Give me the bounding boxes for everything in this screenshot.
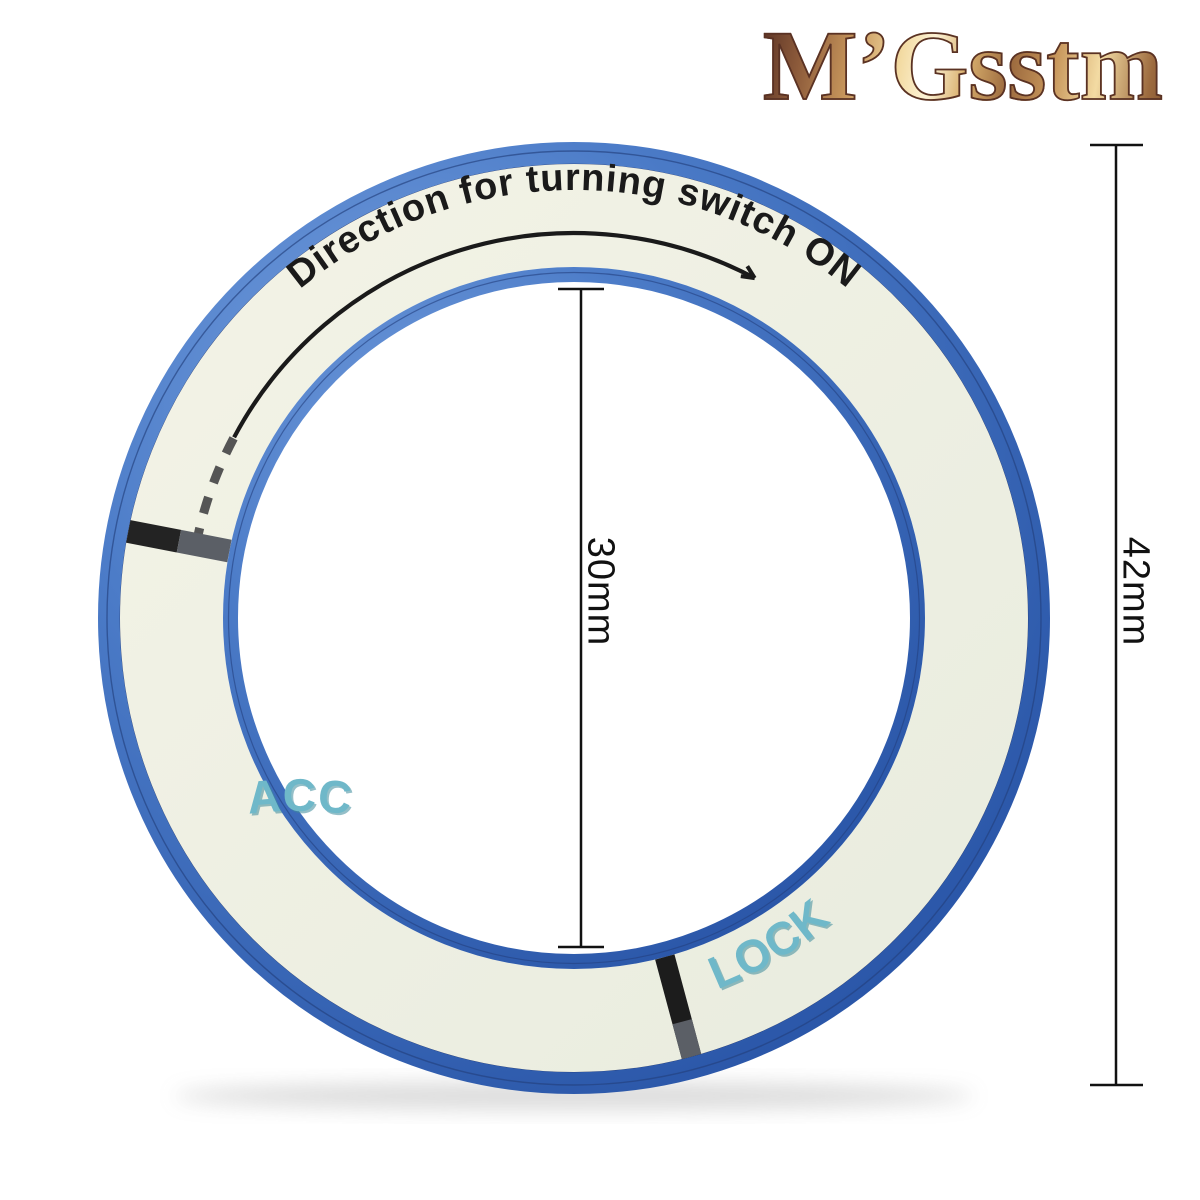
svg-text:ACC: ACC — [245, 769, 355, 824]
